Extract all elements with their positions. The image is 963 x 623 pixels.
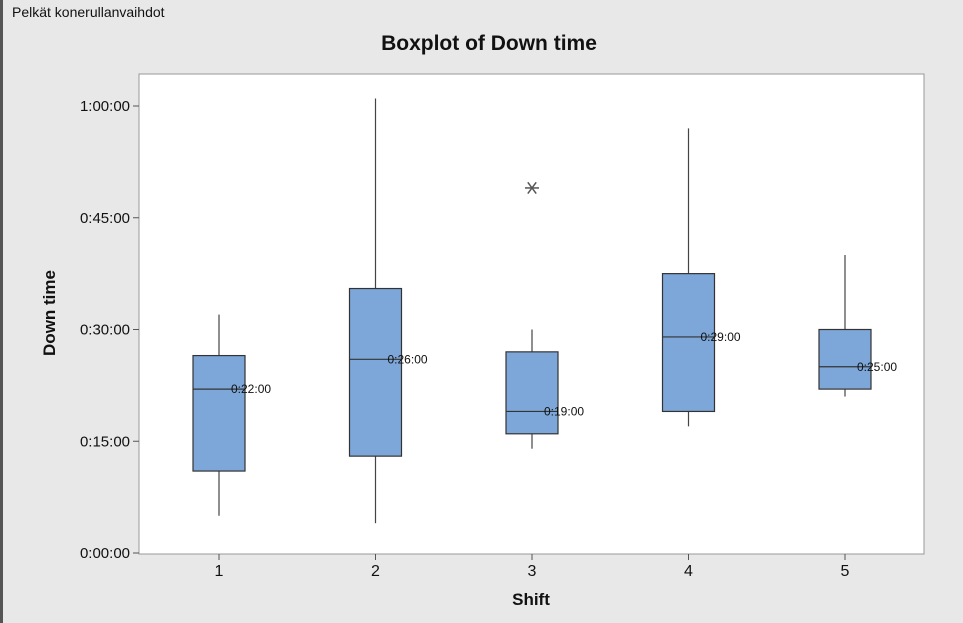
plot-area xyxy=(138,73,925,555)
x-tick-label: 5 xyxy=(841,563,850,580)
y-tick-label: 0:30:00 xyxy=(80,322,130,339)
y-tick-label: 0:15:00 xyxy=(80,433,130,450)
median-label: 0:25:00 xyxy=(857,360,897,374)
x-tick-label: 4 xyxy=(684,563,693,580)
box-shift-2: 0:26:00 xyxy=(348,98,428,524)
x-tick-label: 3 xyxy=(528,563,537,580)
y-axis: 0:00:00 0:15:00 0:30:00 0:45:00 1:00:00 xyxy=(80,98,139,562)
chart-title: Boxplot of Down time xyxy=(381,32,597,55)
iqr-box xyxy=(348,287,403,457)
median-label: 0:26:00 xyxy=(388,352,428,366)
y-tick-label: 0:45:00 xyxy=(80,210,130,227)
x-axis-label: Shift xyxy=(512,590,550,609)
y-axis-label: Down time xyxy=(40,270,59,356)
x-tick-label: 1 xyxy=(215,563,224,580)
box-shift-5: 0:25:00 xyxy=(818,255,897,397)
outlier-marker xyxy=(525,181,539,195)
iqr-box xyxy=(661,273,716,413)
boxplot-chart: Boxplot of Down time 0:00:00 0:15:00 0:30:… xyxy=(40,32,925,609)
iqr-box xyxy=(818,328,872,390)
x-axis: 1 2 3 4 5 xyxy=(215,554,850,580)
window-title: Pelkät konerullanvaihdot xyxy=(12,4,165,20)
boxes-group: 0:22:00 0:26:00 0:19:00 0:29:00 0:25:00 xyxy=(192,98,897,524)
median-label: 0:22:00 xyxy=(231,382,271,396)
x-tick-label: 2 xyxy=(371,563,380,580)
box-shift-3: 0:19:00 xyxy=(505,181,584,449)
y-tick-label: 1:00:00 xyxy=(80,98,130,115)
y-tick-label: 0:00:00 xyxy=(80,545,130,562)
median-label: 0:19:00 xyxy=(544,404,584,418)
box-shift-4: 0:29:00 xyxy=(661,128,741,427)
iqr-box xyxy=(192,354,246,472)
box-shift-1: 0:22:00 xyxy=(192,314,271,516)
median-label: 0:29:00 xyxy=(701,330,741,344)
iqr-box xyxy=(505,351,559,435)
